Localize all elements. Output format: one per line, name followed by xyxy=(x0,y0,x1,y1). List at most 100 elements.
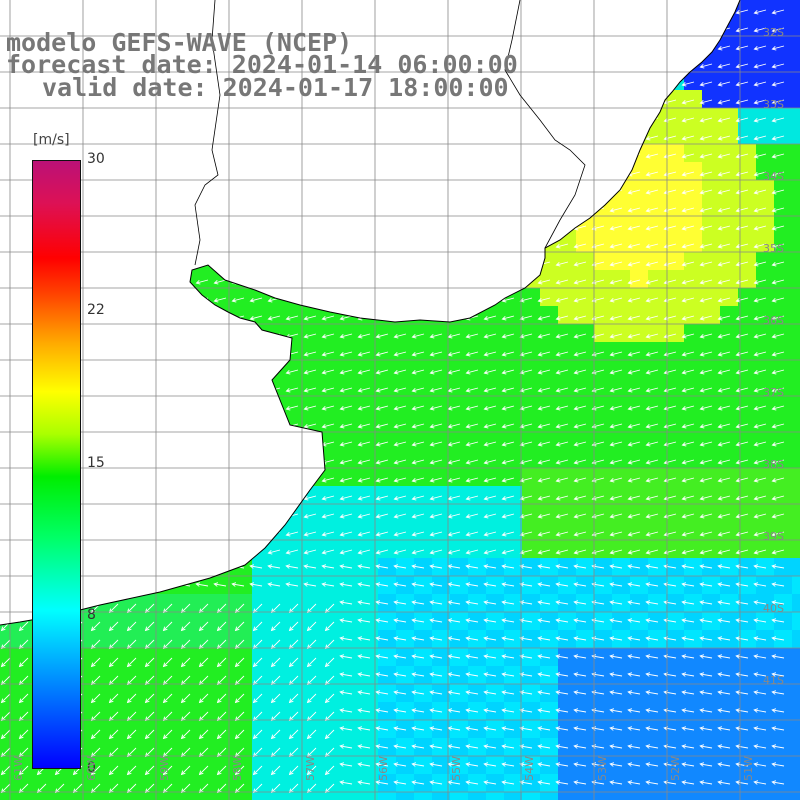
wind-arrow xyxy=(306,621,317,632)
wind-arrow xyxy=(213,405,227,411)
wind-arrow xyxy=(123,207,137,213)
wind-arrow xyxy=(411,135,425,141)
wind-arrow xyxy=(270,657,281,668)
wind-arrow xyxy=(465,207,479,213)
wind-arrow xyxy=(753,564,767,569)
wind-arrow xyxy=(249,477,263,483)
wind-arrow xyxy=(303,441,317,447)
wind-arrow xyxy=(717,225,731,231)
wind-arrow xyxy=(609,45,623,51)
wind-arrow xyxy=(303,369,317,375)
wind-arrow xyxy=(627,744,641,749)
wind-arrow xyxy=(195,549,209,555)
wind-arrow xyxy=(87,369,101,375)
wind-arrow xyxy=(537,225,551,231)
wind-arrow xyxy=(573,654,587,659)
wind-arrow xyxy=(483,261,497,267)
wind-arrow xyxy=(321,243,335,249)
wind-arrow xyxy=(324,693,335,704)
wind-arrow xyxy=(771,672,785,677)
wind-arrow xyxy=(339,549,353,555)
wind-arrow xyxy=(285,261,299,267)
wind-arrow xyxy=(483,708,497,713)
wind-arrow xyxy=(717,549,731,555)
wind-arrow xyxy=(357,654,371,659)
wind-arrow xyxy=(429,618,443,623)
wind-arrow xyxy=(393,135,407,141)
wind-arrow xyxy=(393,171,407,177)
wind-arrow xyxy=(717,708,731,713)
wind-arrow xyxy=(375,636,389,641)
wind-arrow xyxy=(771,171,785,177)
wind-arrow xyxy=(537,405,551,411)
wind-arrow xyxy=(357,762,371,767)
wind-arrow xyxy=(645,780,659,785)
wind-arrow xyxy=(375,495,389,501)
wind-arrow xyxy=(105,351,119,357)
wind-arrow xyxy=(324,621,335,632)
wind-arrow xyxy=(393,564,407,569)
wind-arrow xyxy=(735,81,749,87)
wind-arrow xyxy=(321,279,335,285)
wind-arrow xyxy=(303,513,317,519)
wind-arrow xyxy=(195,531,209,537)
wind-arrow xyxy=(627,708,641,713)
wind-arrow xyxy=(753,513,767,519)
wind-arrow xyxy=(213,315,227,321)
latitude-label: 38S xyxy=(763,458,784,471)
wind-arrow xyxy=(0,513,11,519)
wind-arrow xyxy=(90,621,101,632)
wind-arrow xyxy=(717,351,731,357)
wind-arrow xyxy=(285,582,299,587)
wind-arrow xyxy=(681,225,695,231)
wind-arrow xyxy=(321,135,335,141)
wind-arrow xyxy=(627,441,641,447)
wind-arrow xyxy=(213,351,227,357)
wind-arrow xyxy=(753,780,767,785)
wind-arrow xyxy=(645,618,659,623)
wind-arrow xyxy=(321,423,335,429)
wind-arrow xyxy=(213,441,227,447)
wind-arrow xyxy=(627,117,641,123)
wind-arrow xyxy=(627,9,641,15)
wind-arrow xyxy=(177,171,191,177)
wind-arrow xyxy=(234,657,245,668)
wind-arrow xyxy=(267,153,281,159)
wind-arrow xyxy=(321,549,335,555)
wind-arrow xyxy=(465,513,479,519)
wind-arrow xyxy=(447,279,461,285)
wind-arrow xyxy=(357,531,371,537)
wind-arrow xyxy=(357,477,371,483)
wind-arrow xyxy=(411,744,425,749)
wind-arrow xyxy=(249,333,263,339)
wind-arrow xyxy=(717,63,731,69)
colorbar xyxy=(32,160,81,769)
wind-arrow xyxy=(753,744,767,749)
wind-arrow xyxy=(0,351,11,357)
wind-arrow xyxy=(645,81,659,87)
wind-arrow xyxy=(141,135,155,141)
wind-arrow xyxy=(249,513,263,519)
wind-arrow xyxy=(645,27,659,33)
wind-arrow xyxy=(375,135,389,141)
wind-arrow xyxy=(393,513,407,519)
wind-arrow xyxy=(123,582,137,587)
wind-arrow xyxy=(447,27,461,33)
wind-arrow xyxy=(483,405,497,411)
wind-arrow xyxy=(411,654,425,659)
wind-arrow xyxy=(357,153,371,159)
wind-arrow xyxy=(501,387,515,393)
wind-arrow xyxy=(645,459,659,465)
wind-arrow xyxy=(447,495,461,501)
wind-arrow xyxy=(339,351,353,357)
wind-arrow xyxy=(537,279,551,285)
wind-arrow xyxy=(609,117,623,123)
wind-arrow xyxy=(375,441,389,447)
wind-arrow xyxy=(699,153,713,159)
wind-arrow xyxy=(18,657,29,668)
wind-arrow xyxy=(609,171,623,177)
wind-arrow xyxy=(141,9,155,15)
wind-arrow xyxy=(519,63,533,69)
wind-arrow xyxy=(357,387,371,393)
wind-arrow xyxy=(393,351,407,357)
